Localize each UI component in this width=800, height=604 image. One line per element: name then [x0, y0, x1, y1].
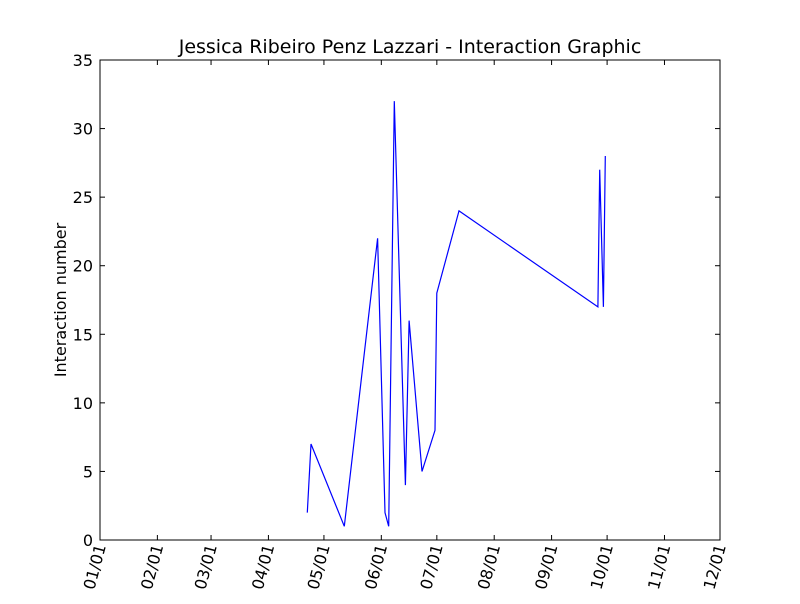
y-tick-label: 5	[83, 462, 93, 481]
series-layer	[306, 101, 606, 527]
x-tick-label: 09/01	[531, 542, 561, 591]
x-tick-label: 04/01	[248, 542, 278, 591]
y-tick-label: 10	[73, 394, 93, 413]
y-tick-label: 0	[83, 531, 93, 550]
x-tick-label: 10/01	[587, 542, 617, 591]
y-tick-label: 20	[73, 257, 93, 276]
series-line-0	[306, 101, 606, 527]
y-axis: 0 5 10 15 20 25 30 35	[73, 51, 720, 550]
x-tick-label: 07/01	[416, 542, 446, 591]
y-tick-label: 15	[73, 325, 93, 344]
y-tick-label: 25	[73, 188, 93, 207]
chart-title: Jessica Ribeiro Penz Lazzari - Interacti…	[178, 36, 642, 58]
plot-frame	[99, 59, 721, 541]
x-tick-label: 12/01	[700, 542, 730, 591]
x-tick-label: 08/01	[474, 542, 504, 591]
x-tick-label: 05/01	[304, 542, 334, 591]
x-tick-label: 02/01	[137, 542, 167, 591]
y-tick-label: 30	[73, 120, 93, 139]
x-axis: 01/01 02/01 03/01 04/01 05/01 06/01 07/01 08/01…	[80, 60, 730, 592]
x-tick-label: 11/01	[644, 542, 674, 591]
y-axis-label: Interaction number	[51, 222, 70, 377]
x-tick-label: 06/01	[361, 542, 391, 591]
y-tick-label: 35	[73, 51, 93, 70]
x-tick-label: 03/01	[191, 542, 221, 591]
